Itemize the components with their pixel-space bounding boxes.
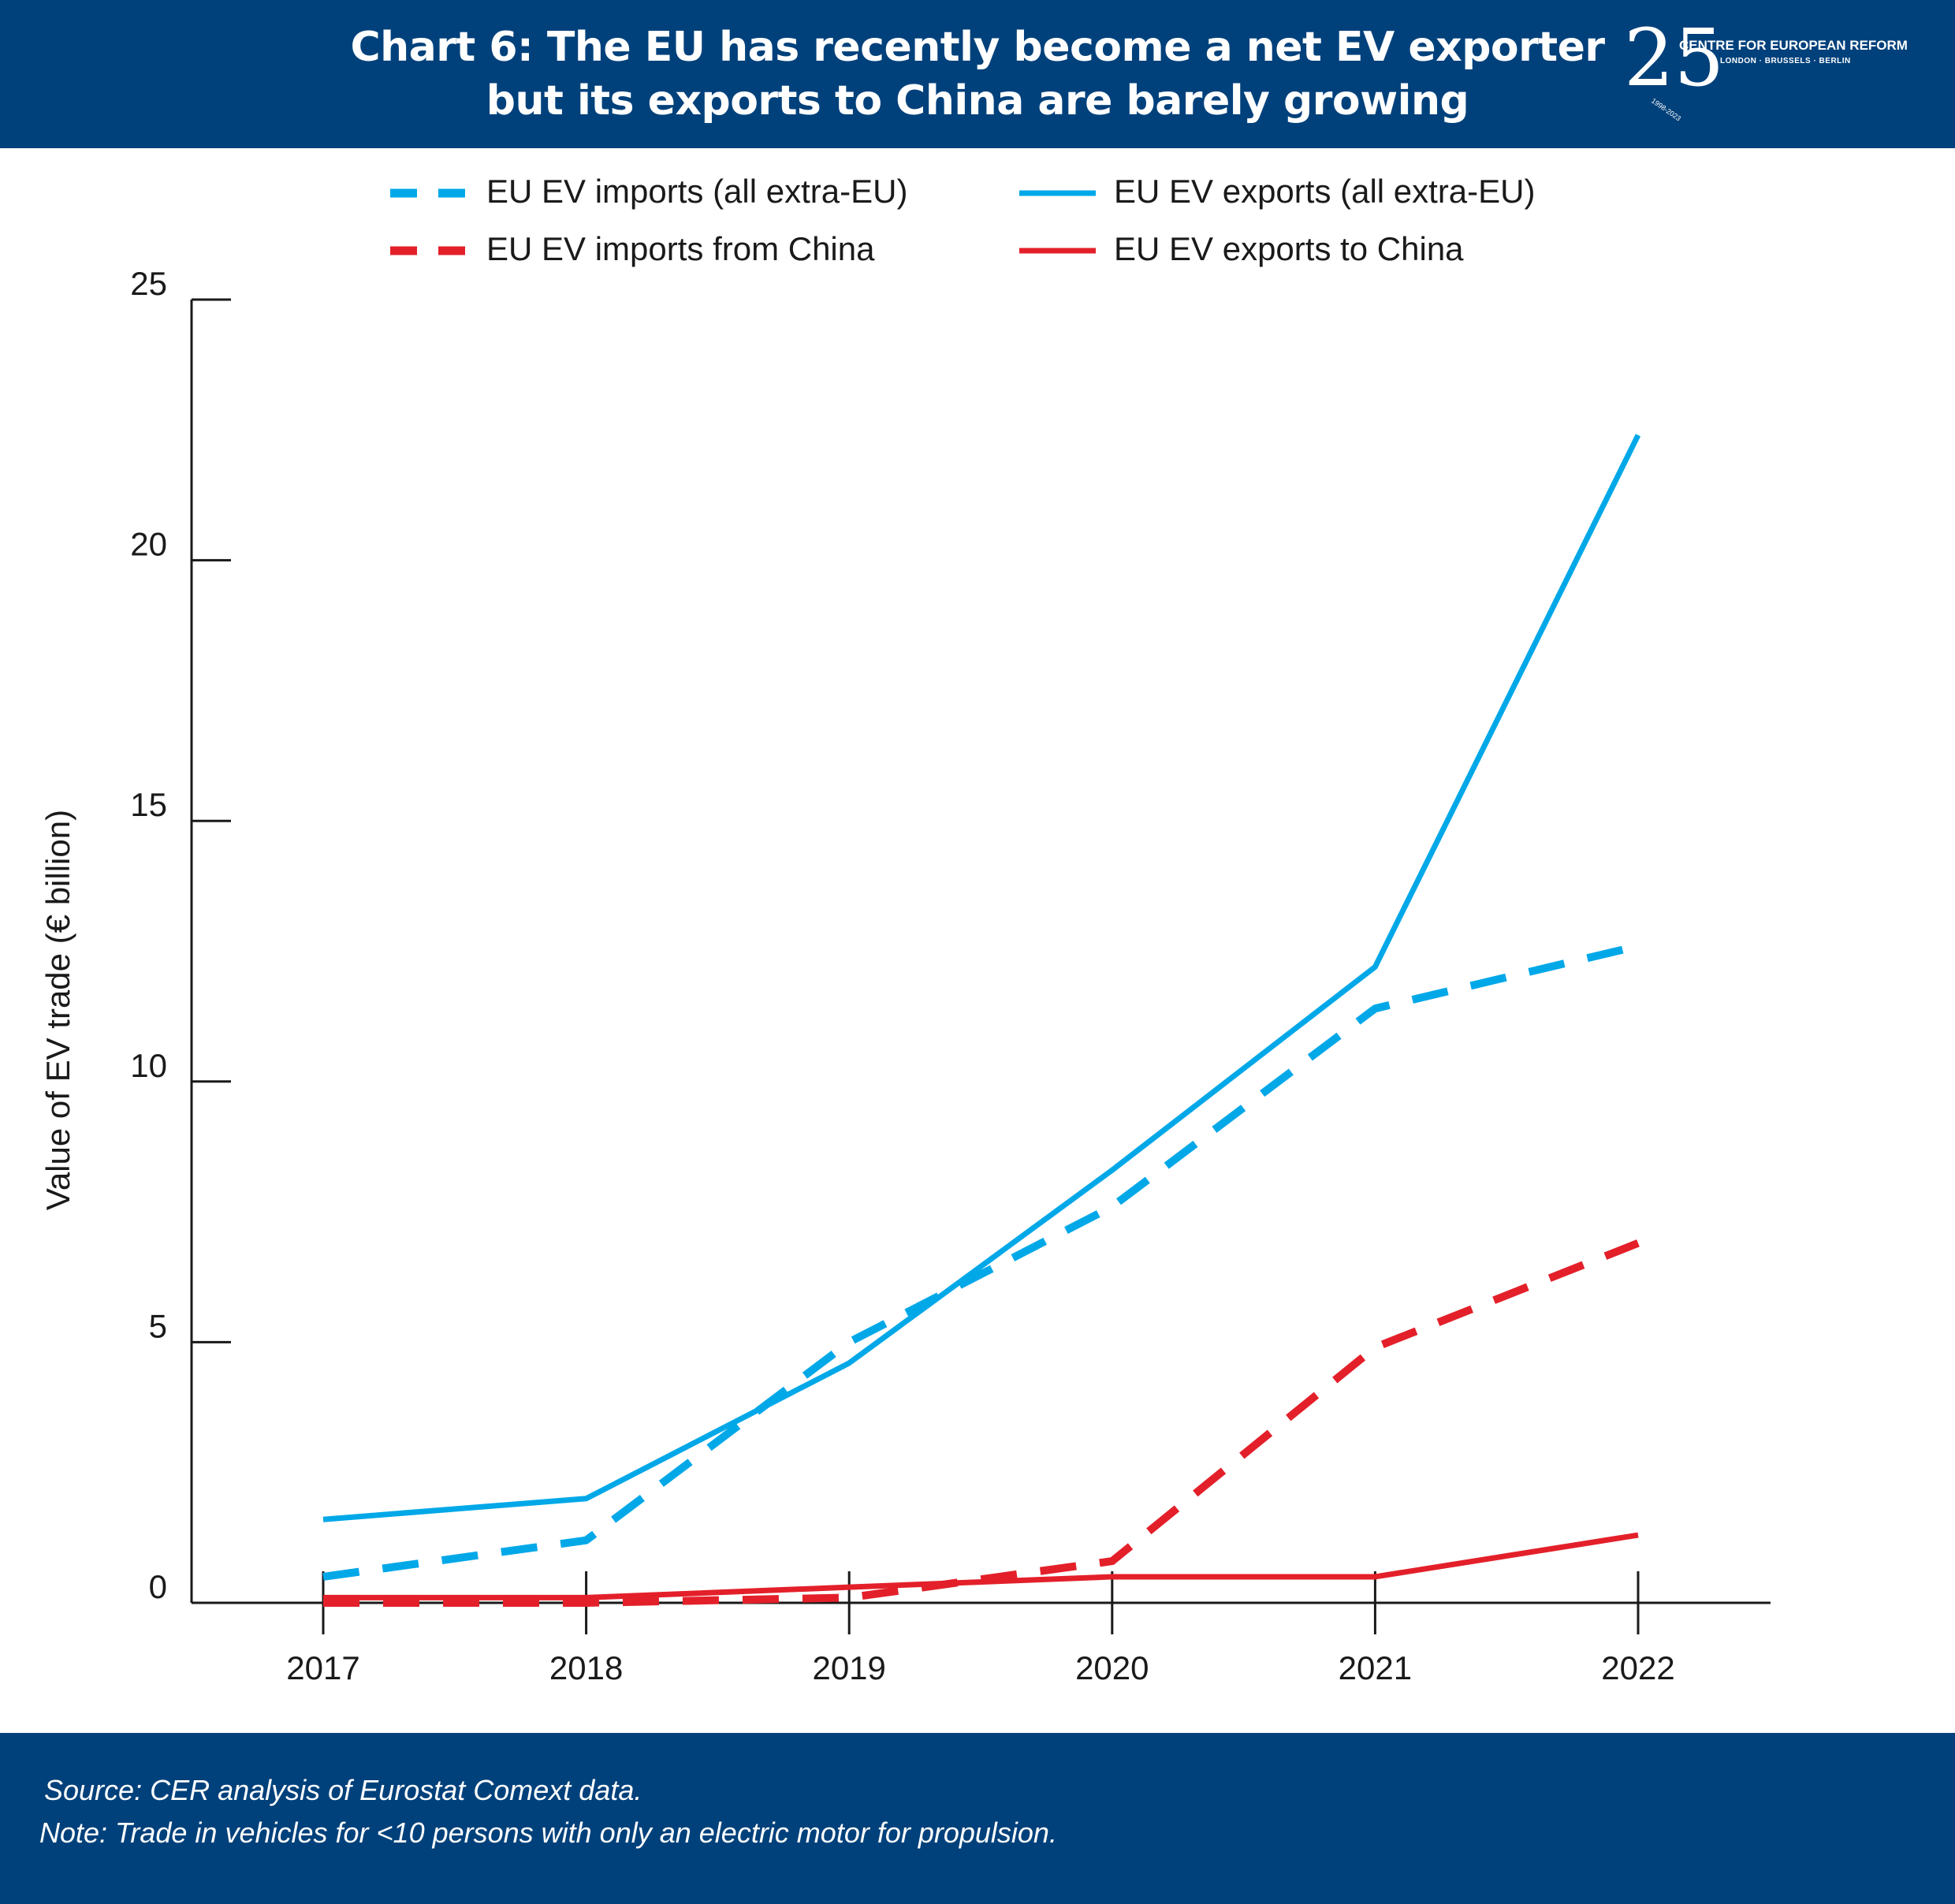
chart-title-line-1: Chart 6: The EU has recently become a ne… [350,24,1605,71]
series-line-2 [322,434,1641,1522]
series-line-4 [323,1532,1639,1600]
chart-axes: 0 5 10 15 20 25 2017 2018 2019 2020 2021 2022 [130,265,1771,1686]
legend-label-3: EU EV imports from China [486,230,875,267]
y-tick-label: 20 [130,526,167,563]
x-tick-label: 2021 [1339,1649,1412,1686]
title-band: Chart 6: The EU has recently become a ne… [0,0,1955,148]
x-tick-label: 2022 [1601,1649,1674,1686]
logo-cities: LONDON · BRUSSELS · BERLIN [1720,57,1851,65]
logo-anniversary-number: 25 [1624,12,1725,104]
series-line-1 [322,942,1640,1581]
y-tick-label: 15 [130,786,167,823]
x-tick-label: 2020 [1075,1649,1149,1686]
y-tick-label: 5 [149,1307,167,1344]
y-tick-label: 25 [130,265,167,302]
chart-title-line-2: but its exports to China are barely grow… [486,77,1469,125]
y-tick-label: 0 [149,1568,167,1605]
legend-label-2: EU EV exports (all extra-EU) [1114,173,1535,210]
cer-logo: 25 CENTRE FOR EUROPEAN REFORM LONDON · B… [1624,19,1939,134]
chart-series [322,434,1641,1607]
y-tick-label: 10 [130,1047,167,1084]
x-tick-label: 2019 [812,1649,885,1686]
chart-legend: EU EV imports (all extra-EU) EU EV export… [390,173,1535,267]
logo-org-name: CENTRE FOR EUROPEAN REFORM [1679,38,1908,53]
x-tick-label: 2017 [286,1649,359,1686]
legend-label-1: EU EV imports (all extra-EU) [486,173,907,210]
x-tick-label: 2018 [549,1649,623,1686]
footnote: Note: Trade in vehicles for <10 persons … [39,1816,1057,1849]
legend-label-4: EU EV exports to China [1114,230,1464,267]
source-note: Source: CER analysis of Eurostat Comext … [44,1774,642,1806]
footer-band: Source: CER analysis of Eurostat Comext … [0,1733,1955,1904]
line-chart: EU EV imports (all extra-EU) EU EV export… [39,173,1771,1686]
y-axis-label: Value of EV trade (€ billion) [39,810,76,1210]
